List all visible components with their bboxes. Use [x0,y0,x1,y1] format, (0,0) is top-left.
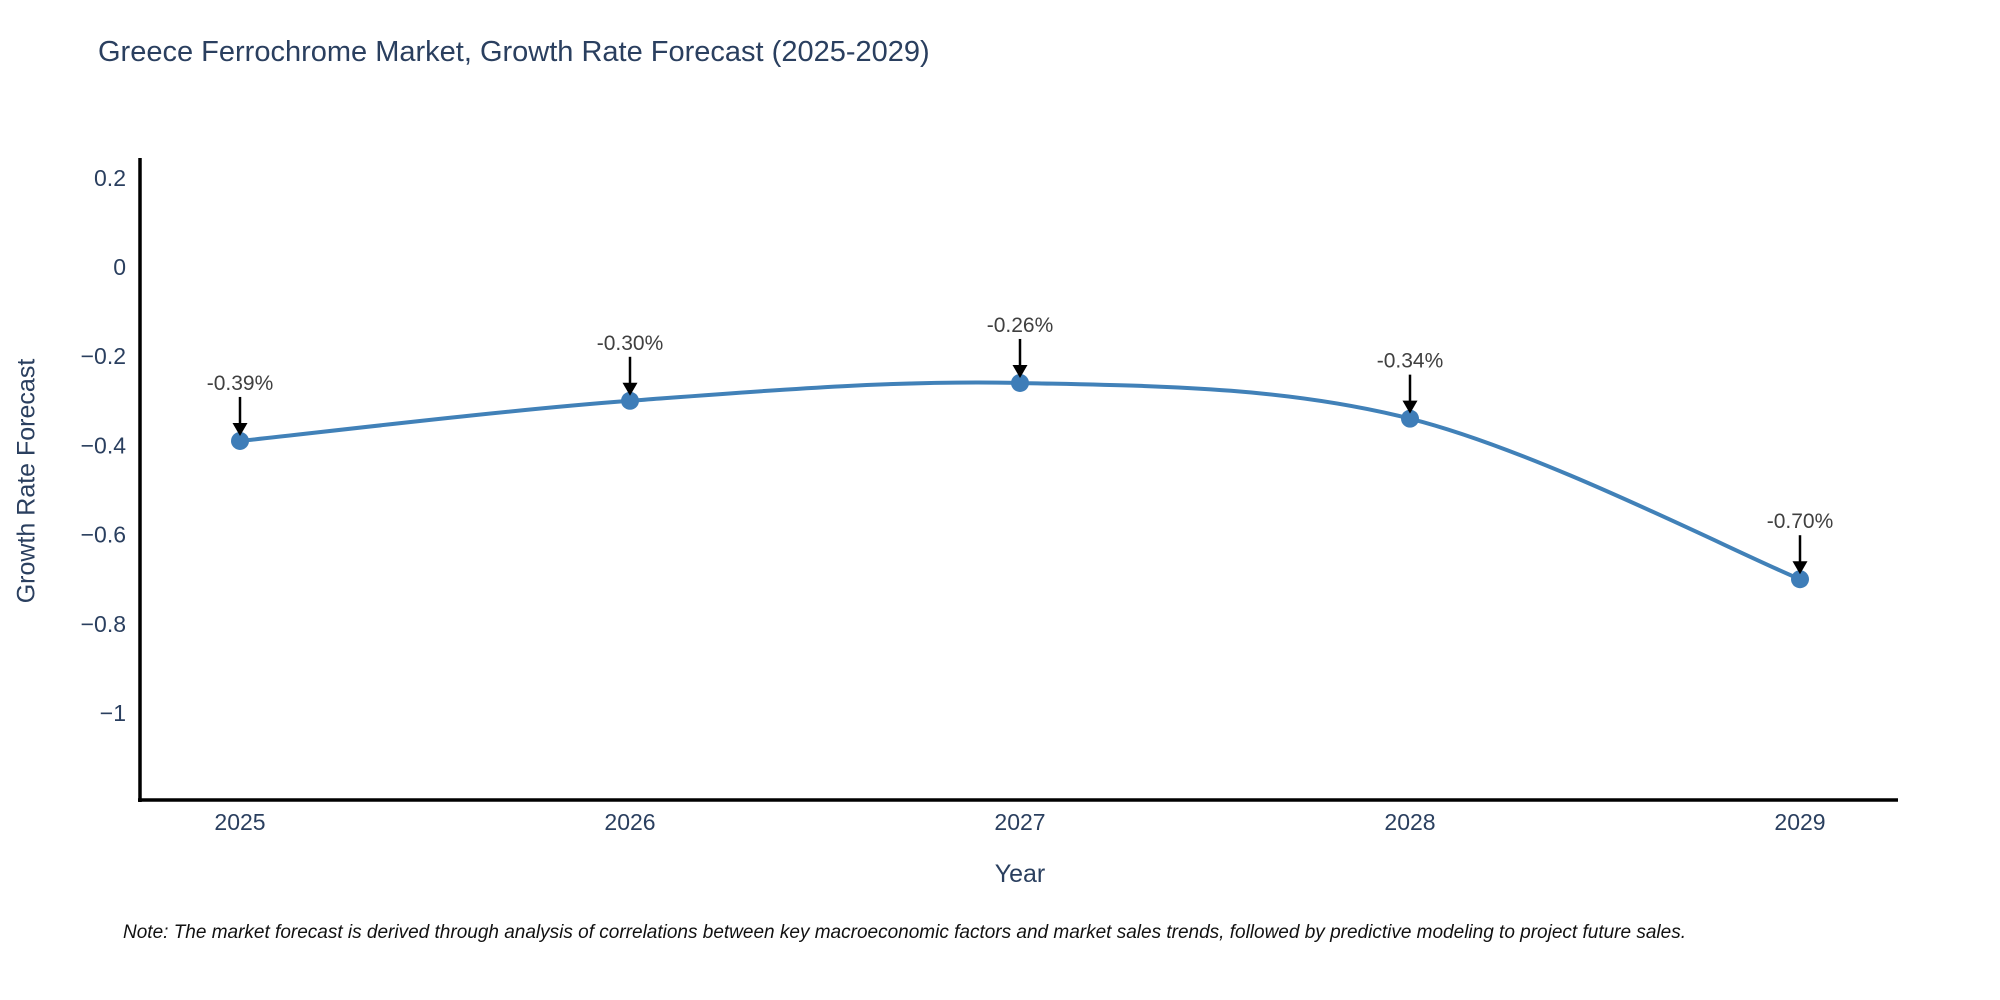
x-axis-title: Year [994,860,1046,888]
annotation-label: -0.30% [597,332,664,355]
footnote: Note: The market forecast is derived thr… [123,922,1686,943]
x-tick-label: 2025 [214,809,265,835]
annotation-arrow-head [1402,400,1418,414]
annotation-label: -0.34% [1377,350,1444,373]
x-tick-label: 2026 [604,809,655,835]
data-point-2027 [1011,373,1029,392]
y-tick-label: −1 [100,700,126,726]
y-tick-label: −0.4 [81,432,127,458]
data-point-2025 [231,431,249,450]
y-tick-label: 0 [113,254,126,280]
annotation-arrow-head [1792,561,1808,575]
forecast-line [238,380,1802,582]
annotation-arrow-head [622,382,638,396]
y-tick-label: 0.2 [94,165,126,191]
y-tick-label: −0.8 [81,611,126,637]
annotation-arrow-head [232,422,248,436]
annotation-label: -0.70% [1767,510,1834,533]
data-point-2029 [1791,570,1809,589]
data-point-2026 [621,391,639,410]
annotation-label: -0.26% [987,314,1054,337]
y-tick-label: −0.6 [81,522,126,548]
y-axis-title: Growth Rate Forecast [12,358,41,604]
x-tick-label: 2027 [994,809,1045,835]
chart-title: Greece Ferrochrome Market, Growth Rate F… [98,36,930,68]
y-tick-label: −0.2 [81,343,126,369]
data-point-2028 [1401,409,1419,428]
annotation-arrow-head [1012,364,1028,378]
x-tick-label: 2029 [1774,809,1825,835]
x-tick-label: 2028 [1384,809,1435,835]
annotation-label: -0.39% [207,372,274,395]
